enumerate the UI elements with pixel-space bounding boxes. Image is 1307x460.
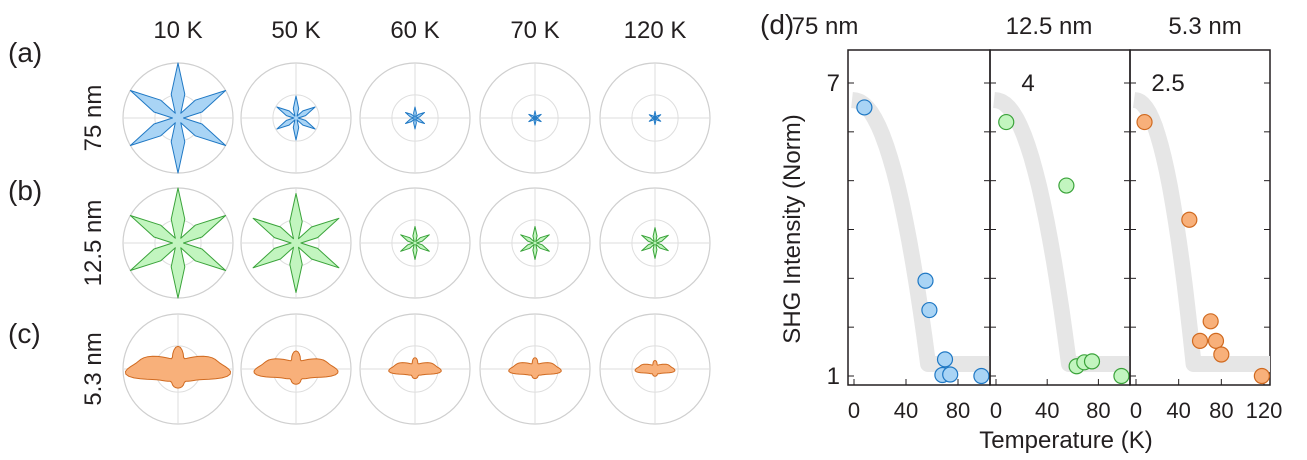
data-point — [1191, 332, 1209, 349]
data-point — [917, 272, 934, 289]
y-tick-label: 1 — [827, 363, 840, 390]
subplot-title-5-3nm: 5.3 nm — [1168, 13, 1241, 40]
x-tick-label: 120 — [1246, 398, 1283, 423]
x-tick-label: 80 — [1209, 398, 1233, 423]
guide-band — [1129, 92, 1270, 372]
subplot: 0 40 80 7 1 — [827, 49, 991, 423]
polar-plot — [359, 62, 471, 174]
polar-plot — [359, 313, 471, 425]
temp-header-50k: 50 K — [271, 17, 320, 44]
polar-pattern — [648, 110, 662, 126]
temperature-headers: 10 K 50 K 60 K 70 K 120 K — [153, 17, 686, 44]
x-tick-label: 0 — [848, 398, 860, 423]
polar-pattern — [400, 226, 430, 260]
polar-plot — [240, 187, 352, 299]
data-point — [1207, 332, 1225, 349]
polar-plot-grid — [122, 62, 711, 425]
temp-header-70k: 70 K — [510, 17, 559, 44]
data-point — [973, 367, 990, 385]
polar-pattern — [129, 187, 227, 299]
polar-pattern — [528, 110, 542, 126]
x-tick-label: 0 — [990, 398, 1002, 423]
panel-labels: (a) (b) (c) (d) — [8, 9, 794, 349]
panel-label-b: (b) — [8, 175, 42, 206]
y-tick-label: 7 — [827, 70, 840, 97]
polar-plot — [122, 187, 234, 299]
y-tick-label: 2.5 — [1151, 70, 1184, 97]
temp-header-120k: 120 K — [624, 17, 687, 44]
subplot: 0 40 80 4 — [989, 49, 1131, 423]
data-point — [1136, 113, 1153, 131]
polar-plot — [599, 62, 711, 174]
y-tick-label: 4 — [1021, 70, 1034, 97]
data-point — [856, 99, 873, 116]
polar-pattern — [405, 106, 425, 130]
subplot-frame — [1129, 49, 1271, 386]
polar-pattern — [520, 226, 550, 260]
x-tick-label: 0 — [1130, 398, 1142, 423]
polar-plot — [240, 313, 352, 425]
polar-plot — [479, 187, 591, 299]
panel-label-a: (a) — [8, 37, 42, 68]
data-point — [998, 113, 1015, 131]
subplot: 0 40 80 120 2.5 — [1129, 49, 1283, 423]
x-tick-label: 80 — [1086, 398, 1110, 423]
polar-pattern — [276, 95, 316, 141]
data-point — [1202, 313, 1219, 330]
guide-band — [989, 92, 1130, 372]
x-axis-label: Temperature (K) — [979, 427, 1152, 454]
polar-pattern — [388, 357, 442, 379]
polar-plot — [122, 313, 234, 425]
polar-plot — [240, 62, 352, 174]
polar-plot — [122, 62, 234, 174]
row-thickness-labels: 75 nm 12.5 nm 5.3 nm — [80, 85, 107, 406]
row-label-12-5nm: 12.5 nm — [80, 200, 107, 287]
row-label-75nm: 75 nm — [80, 85, 107, 152]
temp-header-60k: 60 K — [390, 17, 439, 44]
polar-pattern — [634, 359, 676, 377]
polar-pattern — [125, 345, 231, 389]
data-point — [921, 301, 938, 319]
data-point — [1058, 177, 1075, 194]
data-point — [1113, 367, 1130, 385]
panel-label-c: (c) — [8, 318, 41, 349]
subplot-title-12-5nm: 12.5 nm — [1006, 13, 1093, 40]
polar-pattern — [508, 357, 562, 379]
data-point — [1213, 346, 1230, 363]
row-label-5-3nm: 5.3 nm — [80, 332, 107, 405]
data-point — [1253, 367, 1270, 385]
x-tick-label: 40 — [1166, 398, 1190, 423]
subplot-title-75nm: 75 nm — [792, 13, 859, 40]
x-tick-label: 40 — [1035, 398, 1059, 423]
polar-plot — [359, 187, 471, 299]
polar-pattern — [253, 350, 339, 385]
temp-header-10k: 10 K — [153, 17, 202, 44]
polar-plot — [599, 187, 711, 299]
x-tick-label: 40 — [894, 398, 918, 423]
guide-band — [847, 92, 990, 372]
polar-plot — [479, 62, 591, 174]
x-tick-label: 80 — [946, 398, 970, 423]
data-point — [936, 351, 954, 368]
polar-pattern — [641, 227, 669, 259]
polar-pattern — [252, 193, 340, 293]
polar-plot — [479, 313, 591, 425]
data-point — [1181, 211, 1198, 228]
data-point — [1083, 353, 1101, 370]
polar-plot — [599, 313, 711, 425]
y-axis-label: SHG Intensity (Norm) — [779, 114, 806, 343]
data-point — [942, 366, 959, 383]
panel-label-d: (d) — [760, 9, 794, 40]
polar-pattern — [129, 62, 227, 174]
